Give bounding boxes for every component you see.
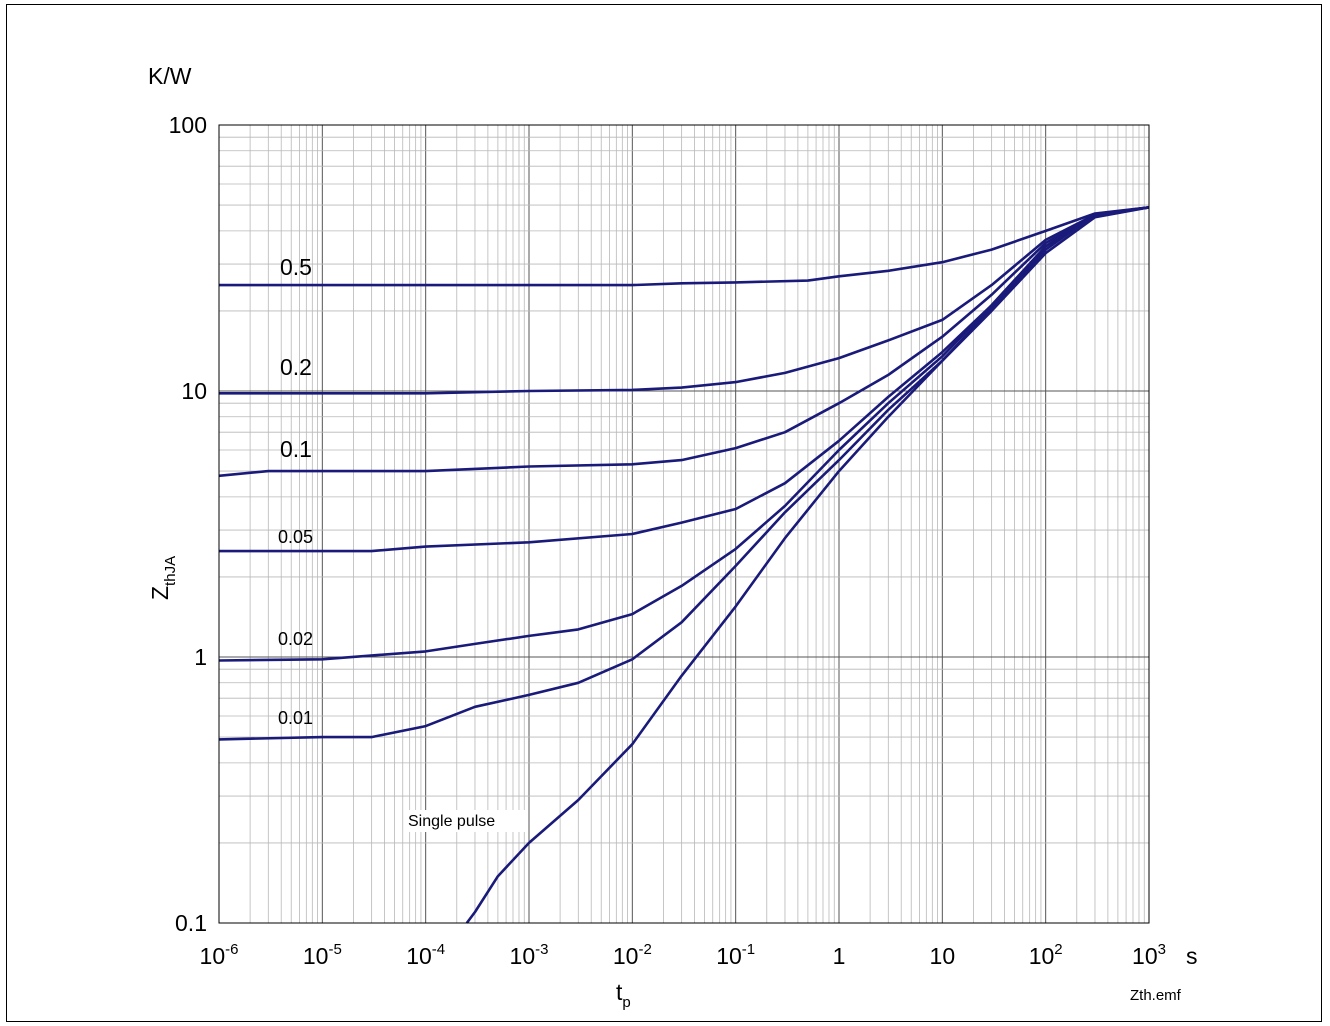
y-tick-label: 10 [181,378,207,404]
x-tick-label: 10-5 [303,941,342,969]
curve-0-02 [218,206,1150,662]
label-background [405,810,527,832]
curves [218,206,1150,924]
x-tick-label: 10-3 [510,941,549,969]
plot-border [218,124,1150,924]
series-label: 0.1 [280,436,312,462]
y-tick-label: 100 [169,112,207,138]
y-unit-label: K/W [148,63,192,89]
x-tick-label: 10-1 [716,941,755,969]
x-tick-label: 10-2 [613,941,652,969]
svg-text:ZthJA: ZthJA [147,556,179,600]
series-label: 0.5 [280,254,312,280]
footer-label: Zth.emf [1130,987,1182,1004]
x-axis-label: tp [616,979,631,1011]
y-tick-label: 0.1 [175,910,207,936]
curve-0-2 [219,206,1150,395]
x-tick-label: 1 [833,943,846,969]
x-axis-label-main: t [616,979,623,1005]
series-label: 0.02 [278,629,313,649]
series-label: 0.2 [280,354,312,380]
series-label: 0.05 [278,527,313,547]
chart-frame [6,4,1322,1022]
x-axis-label-sub: p [622,994,630,1011]
series-label: 0.01 [278,708,313,728]
x-unit-label: s [1186,943,1198,969]
y-axis-label-main: Z [147,586,173,600]
x-tick-labels: 10-6 10-5 10-4 10-3 10-2 10-1 1 10 102 103 [200,941,1166,969]
series-label: Single pulse [408,813,495,830]
curve-single-pulse [465,206,1150,924]
x-tick-label: 10-6 [200,941,239,969]
curve-0-5 [219,206,1150,287]
x-tick-label: 103 [1132,941,1166,969]
curve-0-05 [219,206,1150,553]
grid [218,125,1149,924]
y-tick-labels: 0.1 1 10 100 [169,112,207,936]
x-tick-label: 10-4 [406,941,445,969]
x-tick-label: 10 [930,943,956,969]
curve-0-01 [218,206,1150,741]
series-labels: 0.5 0.2 0.1 0.05 0.02 0.01 Single pulse [278,254,527,832]
y-axis-label: ZthJA [147,556,179,600]
curve-0-1 [218,206,1150,478]
y-tick-label: 1 [194,644,207,670]
x-tick-label: 102 [1029,941,1063,969]
y-axis-label-sub: thJA [162,556,179,586]
